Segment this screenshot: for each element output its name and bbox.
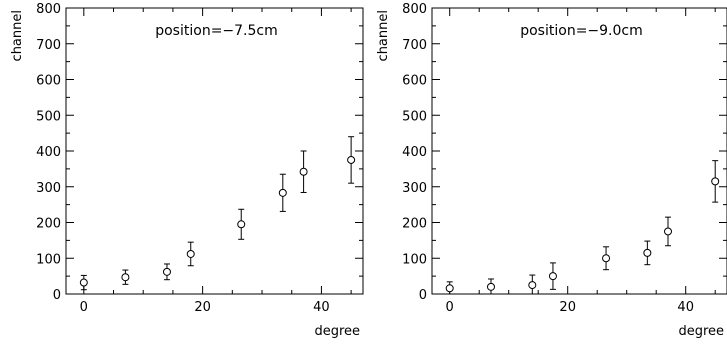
data-point <box>278 188 287 197</box>
data-point <box>121 273 130 282</box>
x-tick-label: 0 <box>446 300 454 315</box>
plot-frame <box>431 7 727 295</box>
data-point <box>643 248 652 257</box>
position-annotation: position=−9.0cm <box>520 23 643 39</box>
x-axis-label: degree <box>678 324 724 339</box>
y-tick-label: 100 <box>402 252 427 267</box>
y-tick-label: 600 <box>402 74 427 89</box>
data-point <box>711 177 720 186</box>
x-axis-label: degree <box>314 324 360 339</box>
y-tick-label: 500 <box>36 109 61 124</box>
data-point <box>237 220 246 229</box>
y-tick-label: 400 <box>36 145 61 160</box>
y-tick-label: 700 <box>402 38 427 53</box>
y-tick-label: 0 <box>419 288 427 303</box>
position-annotation: position=−7.5cm <box>155 23 278 39</box>
y-tick-label: 100 <box>36 252 61 267</box>
data-point <box>162 267 171 276</box>
y-tick-label: 700 <box>36 38 61 53</box>
data-point <box>347 155 356 164</box>
y-tick-label: 500 <box>402 109 427 124</box>
data-point <box>299 167 308 176</box>
y-tick-label: 800 <box>402 2 427 17</box>
y-tick-label: 300 <box>36 181 61 196</box>
y-tick-label: 300 <box>402 181 427 196</box>
data-point <box>528 281 537 290</box>
chart-panel-position-7-5: 0 100 200 300 400 500 600 700 800 0 20 40 degree chan… <box>10 2 364 339</box>
plot-frame <box>65 7 364 295</box>
data-point <box>664 227 672 236</box>
y-tick-label: 200 <box>402 217 427 232</box>
y-tick-label: 600 <box>36 74 61 89</box>
data-point <box>79 278 88 287</box>
x-tick-label: 0 <box>80 300 88 315</box>
x-tick-label: 20 <box>559 300 576 315</box>
y-tick-label: 0 <box>53 288 61 303</box>
data-point <box>487 282 495 291</box>
x-tick-label: 40 <box>313 300 330 315</box>
y-axis-label: channel <box>376 10 391 61</box>
data-point <box>186 249 195 258</box>
data-point <box>602 254 611 263</box>
x-tick-label: 20 <box>194 300 211 315</box>
y-tick-label: 800 <box>36 2 61 17</box>
data-point <box>445 284 454 293</box>
y-tick-label: 400 <box>402 145 427 160</box>
chart-panel-position-9-0: 0 100 200 300 400 500 600 700 800 0 20 40 degree chan… <box>376 2 727 339</box>
y-axis-label: channel <box>10 10 25 61</box>
x-tick-label: 40 <box>677 300 694 315</box>
data-point <box>548 272 557 281</box>
y-tick-label: 200 <box>36 217 61 232</box>
